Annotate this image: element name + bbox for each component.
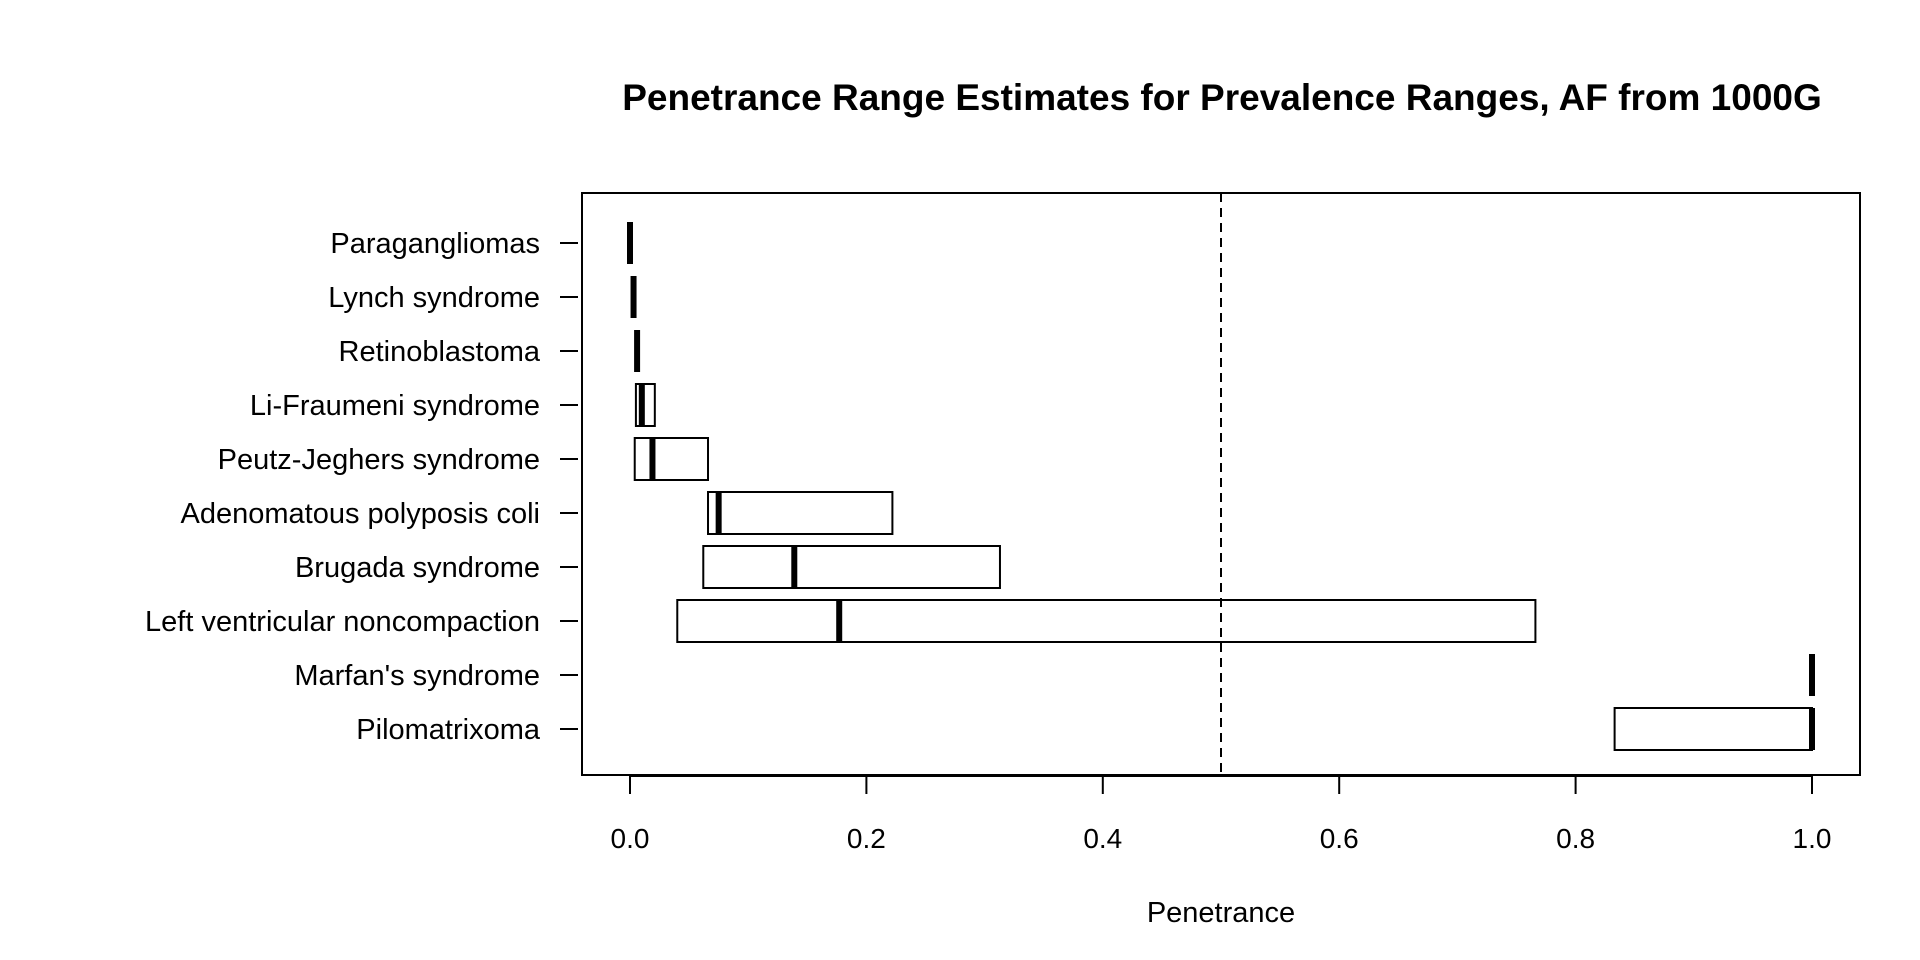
range-row xyxy=(1613,707,1815,751)
x-tick-label: 0.6 xyxy=(1320,823,1359,854)
category-label: Lynch syndrome xyxy=(328,282,540,314)
x-tick-label: 0.2 xyxy=(847,823,886,854)
range-box xyxy=(676,599,1537,643)
range-box xyxy=(633,437,710,481)
category-label: Li-Fraumeni syndrome xyxy=(250,390,540,422)
range-row xyxy=(707,491,894,535)
range-box xyxy=(1613,707,1813,751)
x-axis: 0.0 0.2 0.4 0.6 0.8 1.0 xyxy=(611,775,1832,854)
range-row xyxy=(633,437,710,481)
range-box xyxy=(702,545,1001,589)
category-label: Marfan's syndrome xyxy=(294,660,540,692)
range-row xyxy=(676,599,1537,643)
category-label: Adenomatous polyposis coli xyxy=(181,498,540,530)
category-label: Left ventricular noncompaction xyxy=(145,606,540,638)
range-row xyxy=(702,545,1001,589)
chart-title: Penetrance Range Estimates for Prevalenc… xyxy=(622,77,1822,118)
category-label: Peutz-Jeghers syndrome xyxy=(218,444,540,476)
y-axis: Paragangliomas Lynch syndrome Retinoblasto… xyxy=(145,228,578,746)
category-label: Pilomatrixoma xyxy=(356,714,541,746)
x-tick-label: 0.8 xyxy=(1556,823,1595,854)
x-axis-title: Penetrance xyxy=(1147,897,1295,929)
range-box xyxy=(707,491,894,535)
x-tick-label: 0.4 xyxy=(1083,823,1122,854)
category-label: Retinoblastoma xyxy=(339,336,541,368)
category-label: Paragangliomas xyxy=(330,228,540,260)
range-box xyxy=(634,383,656,427)
category-label: Brugada syndrome xyxy=(295,552,540,584)
marks-layer xyxy=(627,222,1815,751)
x-tick-label: 0.0 xyxy=(611,823,650,854)
range-row xyxy=(634,383,656,427)
x-tick-label: 1.0 xyxy=(1793,823,1832,854)
